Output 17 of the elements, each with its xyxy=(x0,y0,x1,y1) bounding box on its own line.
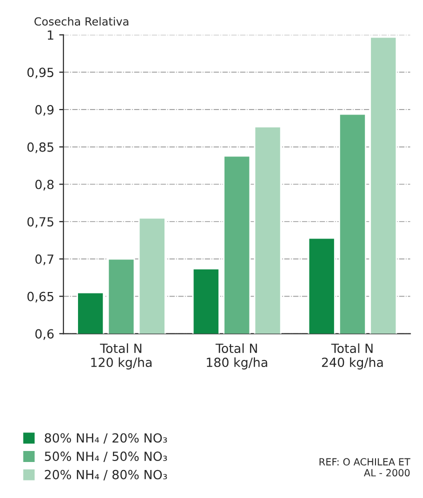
legend-label: 50% NH₄ / 50% NO₃ xyxy=(44,452,167,462)
y-tick-label: 0,7 xyxy=(35,254,54,266)
y-tick-label: 0,75 xyxy=(27,217,54,228)
y-tick-label: 0,8 xyxy=(35,180,54,190)
x-tick-label: Total N 240 kg/ha xyxy=(322,343,383,370)
legend-label: 80% NH₄ / 20% NO₃ xyxy=(44,433,167,444)
x-tick-label: Total N 180 kg/ha xyxy=(206,343,268,370)
y-tick-label: 0,65 xyxy=(27,292,54,303)
legend-label: 20% NH₄ / 80% NO₃ xyxy=(44,470,167,480)
y-tick-label: 0,95 xyxy=(27,68,54,78)
y-tick-label: 0,9 xyxy=(35,105,54,116)
y-tick-label: 1 xyxy=(48,30,54,40)
y-axis-title: Cosecha Relativa xyxy=(34,17,128,26)
text: REF: O ACHILEA ET AL - 2000 xyxy=(320,458,410,476)
y-tick-label: 0,6 xyxy=(35,329,54,340)
x-tick-label: Total N 120 kg/ha xyxy=(91,343,152,370)
y-tick-label: 0,85 xyxy=(27,142,54,154)
